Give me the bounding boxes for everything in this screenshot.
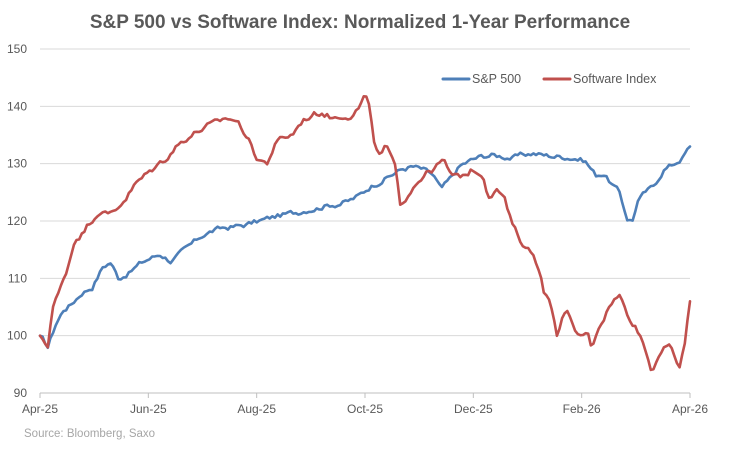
x-axis: Apr-25 Jun-25 Aug-25 Oct-25 Dec-25 Feb-26 Apr-… (22, 392, 708, 416)
y-tick-label: 90 (14, 386, 28, 400)
y-tick-label: 120 (7, 214, 27, 228)
x-tick-label: Feb-26 (563, 402, 601, 416)
legend-label: S&P 500 (472, 72, 521, 86)
y-tick-label: 100 (7, 329, 27, 343)
gridlines (40, 48, 690, 394)
series-line-s-p-500 (38, 145, 692, 350)
series-lines (38, 95, 692, 372)
y-axis: 90 100 110 120 130 140 150 (7, 42, 27, 400)
legend-label: Software Index (573, 72, 657, 86)
x-tick-label: Apr-25 (22, 402, 58, 416)
legend: S&P 500 Software Index (441, 72, 657, 86)
x-tick-label: Aug-25 (237, 402, 276, 416)
y-tick-label: 150 (7, 42, 27, 56)
y-tick-label: 110 (8, 271, 27, 285)
x-tick-label: Apr-26 (672, 402, 708, 416)
series-line-software-index (38, 95, 692, 372)
x-tick-label: Dec-25 (454, 402, 493, 416)
y-tick-label: 130 (7, 157, 27, 171)
x-tick-label: Jun-25 (130, 402, 167, 416)
chart-source: Source: Bloomberg, Saxo (24, 428, 155, 440)
y-tick-label: 140 (7, 99, 27, 113)
chart-title: S&P 500 vs Software Index: Normalized 1-… (90, 12, 630, 33)
x-tick-label: Oct-25 (347, 402, 383, 416)
